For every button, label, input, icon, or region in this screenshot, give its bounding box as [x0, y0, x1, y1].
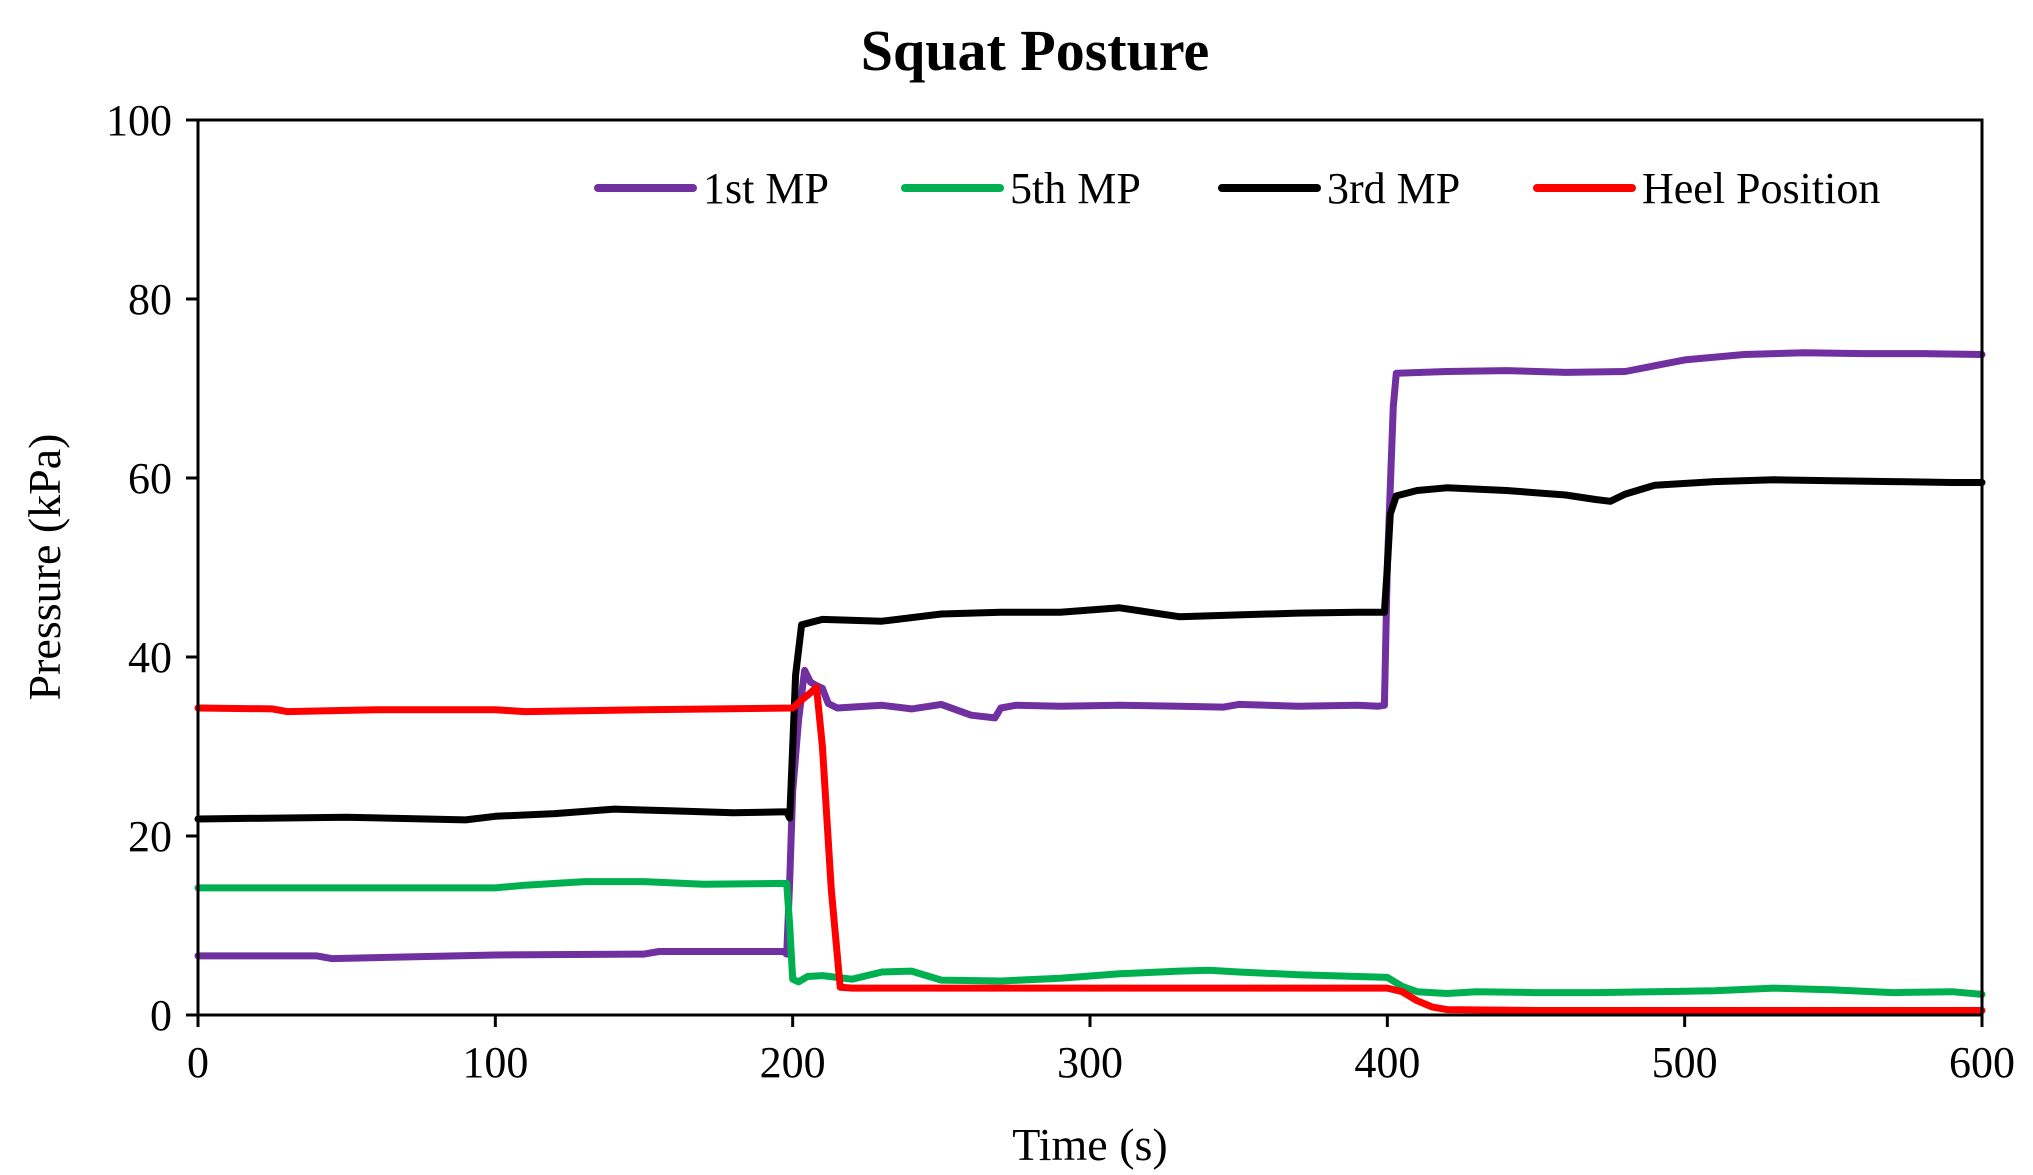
legend-label-1st-mp: 1st MP: [703, 164, 829, 213]
series-line-5th-mp: [194, 878, 1986, 998]
legend-label-3rd-mp: 3rd MP: [1327, 164, 1460, 213]
y-axis: 0 20 40 60 80 100: [106, 96, 198, 1040]
y-tick-label: 100: [106, 96, 172, 145]
x-tick-label: 400: [1354, 1038, 1420, 1087]
x-tick-label: 600: [1949, 1038, 2015, 1087]
chart-title: Squat Posture: [861, 18, 1210, 83]
plot-series: [194, 349, 1986, 1014]
x-tick-label: 0: [187, 1038, 209, 1087]
y-axis-label: Pressure (kPa): [19, 434, 70, 701]
legend: 1st MP 5th MP 3rd MP Heel Position: [594, 164, 1880, 213]
y-tick-label: 80: [128, 275, 172, 324]
y-tick-label: 40: [128, 633, 172, 682]
x-tick-label: 200: [760, 1038, 826, 1087]
series-line-heel-position: [194, 683, 1986, 1014]
y-tick-label: 60: [128, 454, 172, 503]
x-axis: 0 100 200 300 400 500 600: [187, 1015, 2015, 1087]
x-axis-label: Time (s): [1012, 1119, 1168, 1170]
y-tick-label: 20: [128, 812, 172, 861]
x-tick-label: 500: [1652, 1038, 1718, 1087]
legend-label-5th-mp: 5th MP: [1010, 164, 1141, 213]
series-line-3rd-mp: [194, 476, 1986, 824]
legend-label-heel-position: Heel Position: [1642, 164, 1880, 213]
y-tick-label: 0: [150, 991, 172, 1040]
x-tick-label: 100: [462, 1038, 528, 1087]
x-tick-label: 300: [1057, 1038, 1123, 1087]
